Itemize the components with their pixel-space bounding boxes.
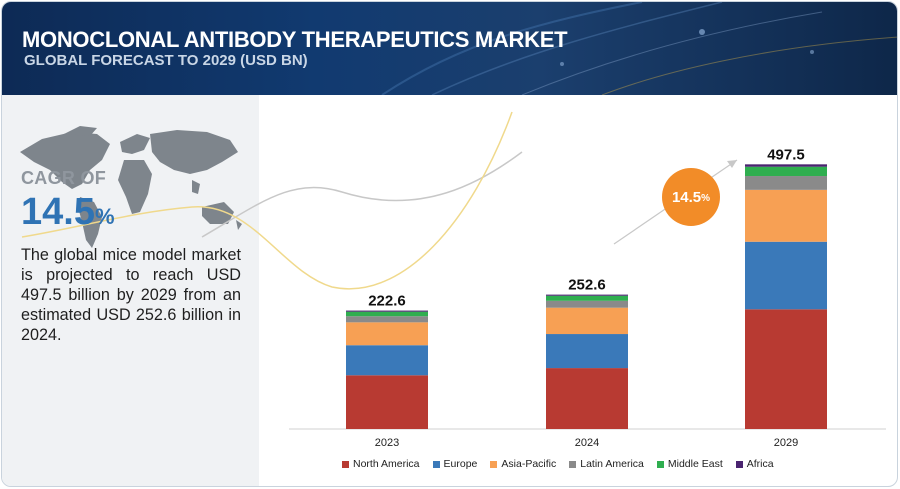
- bar-segment-2024-asia-pacific: [546, 307, 628, 335]
- bar-segment-2023-latin-america: [346, 316, 428, 323]
- legend-item-latin-america: Latin America: [569, 458, 644, 470]
- bar-total-label-2029: 497.5: [767, 146, 805, 163]
- header-banner: MONOCLONAL ANTIBODY THERAPEUTICS MARKET …: [2, 2, 897, 95]
- cagr-unit: %: [94, 204, 115, 229]
- bar-segment-2023-africa: [346, 310, 428, 312]
- x-tick-label-2023: 2023: [375, 437, 399, 449]
- bar-segment-2029-north-america: [745, 309, 827, 429]
- bar-segment-2029-africa: [745, 164, 827, 167]
- market-description: The global mice model market is projecte…: [21, 246, 241, 344]
- bar-segment-2023-north-america: [346, 375, 428, 429]
- legend-swatch: [432, 460, 440, 468]
- growth-arrow-head: [727, 160, 737, 168]
- legend-swatch: [735, 460, 743, 468]
- bar-segment-2024-latin-america: [546, 300, 628, 308]
- cagr-value: 14.5%: [21, 191, 115, 234]
- legend-item-asia-pacific: Asia-Pacific: [490, 458, 556, 470]
- bars-group: 222.6 2023 252.6 2024 497.5 2029: [346, 146, 827, 449]
- x-tick-label-2024: 2024: [575, 437, 599, 449]
- growth-rate-number: 14.5: [671, 188, 702, 206]
- legend-swatch: [656, 460, 664, 468]
- bar-segment-2024-middle-east: [546, 295, 628, 301]
- page-title: MONOCLONAL ANTIBODY THERAPEUTICS MARKET: [22, 27, 568, 52]
- bar-segment-2023-asia-pacific: [346, 322, 428, 346]
- legend-swatch: [490, 460, 498, 468]
- cagr-number: 14.5: [21, 191, 95, 233]
- legend-label: Europe: [443, 458, 478, 470]
- bar-segment-2029-asia-pacific: [745, 189, 827, 242]
- legend-label: Asia-Pacific: [501, 458, 557, 470]
- bar-total-label-2024: 252.6: [568, 277, 606, 294]
- legend-item-middle-east: Middle East: [656, 458, 723, 470]
- legend-item-north-america: North America: [342, 458, 420, 470]
- bar-segment-2024-europe: [546, 334, 628, 369]
- legend-item-europe: Europe: [432, 458, 478, 470]
- legend-swatch: [342, 460, 349, 468]
- bar-segment-2029-europe: [745, 241, 827, 310]
- legend-label: Africa: [746, 458, 774, 470]
- bar-segment-2024-africa: [546, 294, 628, 296]
- x-tick-label-2029: 2029: [774, 437, 798, 449]
- bar-segment-2023-middle-east: [346, 311, 428, 317]
- header-decoration: [381, 2, 897, 95]
- bar-segment-2024-north-america: [546, 368, 628, 429]
- growth-rate-unit: %: [701, 193, 711, 204]
- chart-legend: North America Europe Asia-Pacific Latin Ame…: [342, 458, 774, 470]
- legend-swatch: [569, 460, 577, 468]
- legend-item-africa: Africa: [735, 458, 774, 470]
- cagr-label: CAGR OF: [21, 168, 107, 188]
- bar-segment-2029-middle-east: [745, 166, 827, 177]
- swoosh-line-gold: [21, 111, 513, 290]
- bar-segment-2023-europe: [346, 345, 428, 376]
- bar-total-label-2023: 222.6: [368, 293, 406, 310]
- legend-label: Latin America: [580, 458, 644, 470]
- page-subtitle: GLOBAL FORECAST TO 2029 (USD BN): [24, 52, 308, 69]
- legend-label: Middle East: [667, 458, 723, 470]
- growth-rate-bubble: 14.5%: [662, 168, 720, 226]
- legend-label: North America: [353, 458, 420, 470]
- bar-segment-2029-latin-america: [745, 176, 827, 190]
